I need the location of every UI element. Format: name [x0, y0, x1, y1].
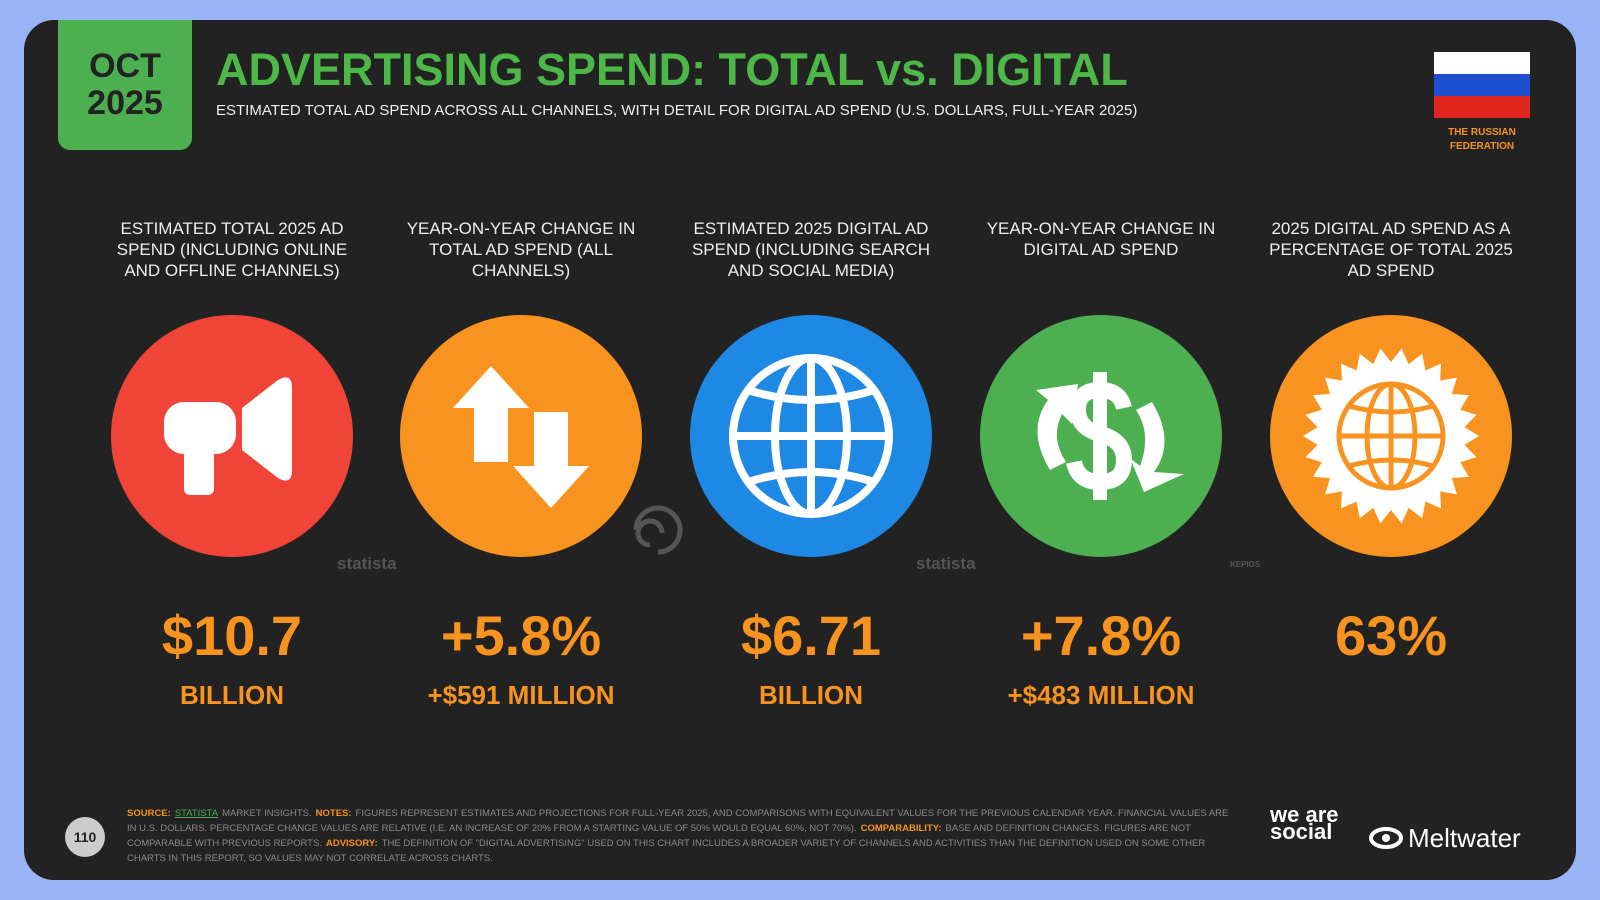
stat-value: $6.71	[740, 604, 882, 667]
watermark: statista	[337, 554, 397, 573]
note-text: FIGURES REPRESENT ESTIMATES AND PROJECTI…	[127, 808, 1229, 834]
note-label: SOURCE:	[127, 808, 171, 819]
stat-sub: BILLION	[759, 680, 863, 710]
flag	[1434, 52, 1530, 118]
stat-sub: +$483 MILLION	[1007, 680, 1195, 710]
icon-globe	[690, 315, 932, 557]
stat-label: YEAR-ON-YEAR CHANGE IN TOTAL AD SPEND (A…	[406, 219, 636, 280]
note-label: COMPARABILITY:	[860, 823, 942, 834]
date-box: OCT 2025	[58, 20, 192, 150]
watermark: KEPIOS	[1230, 560, 1261, 569]
stat-label: YEAR-ON-YEAR CHANGE IN DIGITAL AD SPEND	[986, 219, 1216, 259]
icon-arrows	[400, 315, 642, 557]
stat-label: ESTIMATED 2025 DIGITAL AD SPEND (INCLUDI…	[691, 219, 931, 280]
stat-sub: BILLION	[180, 680, 284, 710]
watermark-icon	[633, 505, 683, 555]
note-text: MARKET INSIGHTS.	[222, 808, 312, 819]
subtitle: ESTIMATED TOTAL AD SPEND ACROSS ALL CHAN…	[216, 102, 1138, 119]
stat-value: $10.7	[161, 604, 303, 667]
stat-label: 2025 DIGITAL AD SPEND AS A PERCENTAGE OF…	[1269, 219, 1513, 280]
brand-icon	[1369, 827, 1403, 849]
watermark: statista	[916, 554, 976, 573]
date-month: OCT	[89, 47, 161, 85]
page-number: 110	[65, 817, 105, 857]
notes: SOURCE: STATISTA MARKET INSIGHTS. NOTES: FIG…	[127, 806, 1237, 866]
note-text: BASE AND DEFINITION CHANGES. FIGURES ARE…	[127, 823, 1191, 849]
icon-badge	[1270, 315, 1512, 557]
brand-logo: Meltwater	[1408, 823, 1521, 853]
date-year: 2025	[87, 84, 163, 122]
stat-value: +5.8%	[440, 604, 602, 667]
country: THE RUSSIAN FEDERATION	[1448, 127, 1516, 152]
note-link: STATISTA	[174, 808, 219, 819]
note-label: ADVISORY:	[325, 838, 378, 849]
stat-value: +7.8%	[1020, 604, 1182, 667]
stat-label: ESTIMATED TOTAL 2025 AD SPEND (INCLUDING…	[116, 219, 348, 280]
note-label: NOTES:	[315, 808, 352, 819]
stat-value: 63%	[1334, 604, 1448, 667]
title: ADVERTISING SPEND: TOTAL vs. DIGITAL	[216, 44, 1128, 95]
stat-sub: +$591 MILLION	[427, 680, 615, 710]
icon-dollar	[980, 315, 1222, 557]
note-text: THE DEFINITION OF "DIGITAL ADVERTISING" …	[127, 838, 1206, 864]
icon-megaphone	[111, 315, 353, 557]
brand-logo: we are social	[1270, 802, 1339, 844]
